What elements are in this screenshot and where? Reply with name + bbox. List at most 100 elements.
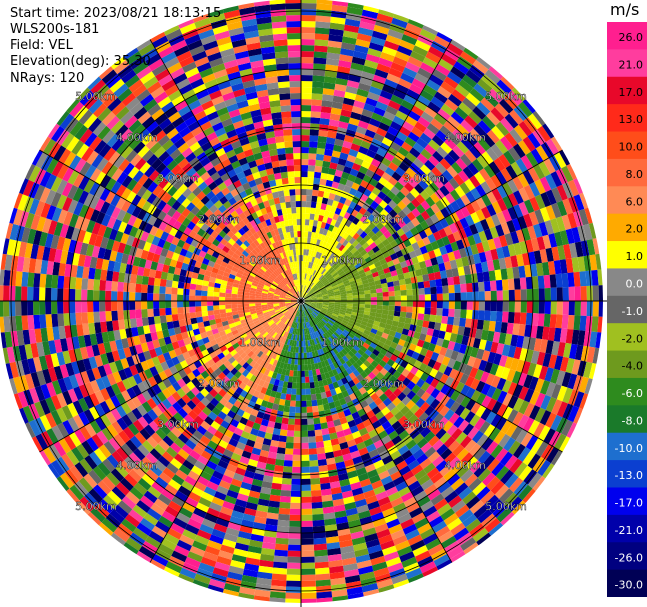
range-gate xyxy=(219,296,226,301)
range-gate xyxy=(301,382,306,389)
range-gate xyxy=(400,99,414,111)
range-gate xyxy=(478,251,487,263)
range-gate xyxy=(488,161,501,175)
range-gate xyxy=(207,310,215,316)
range-gate xyxy=(550,301,557,315)
range-gate xyxy=(306,280,310,287)
range-gate xyxy=(335,242,343,250)
range-gate xyxy=(361,108,374,119)
range-gate xyxy=(178,319,186,327)
range-gate xyxy=(292,448,301,455)
range-gate xyxy=(469,128,483,142)
range-gate xyxy=(554,231,564,247)
range-gate xyxy=(370,289,377,294)
range-gate xyxy=(21,315,29,331)
range-gate xyxy=(301,9,317,16)
range-gate xyxy=(301,484,311,491)
range-gate xyxy=(452,145,465,158)
range-gate xyxy=(308,249,312,257)
range-gate xyxy=(523,117,538,133)
range-gate xyxy=(308,289,313,295)
range-gate xyxy=(537,275,545,289)
range-gate xyxy=(323,235,330,243)
range-gate xyxy=(345,179,354,188)
range-gate xyxy=(369,285,377,291)
range-gate xyxy=(329,279,336,284)
range-gate xyxy=(404,277,412,285)
range-gate xyxy=(586,239,596,256)
range-gate xyxy=(415,223,424,233)
range-gate xyxy=(315,435,324,443)
range-gate xyxy=(39,287,46,301)
range-gate xyxy=(502,290,509,301)
range-gate xyxy=(329,28,344,37)
range-gate xyxy=(469,223,479,236)
range-gate xyxy=(316,298,323,301)
range-gate xyxy=(592,285,599,301)
range-gate xyxy=(347,123,358,132)
range-gate xyxy=(478,230,488,243)
range-gate xyxy=(153,301,160,309)
range-gate xyxy=(467,235,476,246)
range-gate xyxy=(397,176,409,187)
range-gate xyxy=(308,274,313,281)
range-gate xyxy=(305,267,309,274)
range-gate xyxy=(312,513,324,521)
range-gate xyxy=(317,190,325,198)
range-gate xyxy=(302,261,306,268)
range-gate xyxy=(293,442,301,449)
range-gate xyxy=(312,75,325,83)
range-gate xyxy=(384,131,396,142)
range-gate xyxy=(443,261,452,271)
range-gate xyxy=(550,218,560,234)
range-gate xyxy=(316,295,323,298)
range-gate xyxy=(568,301,575,316)
range-gate xyxy=(189,295,196,301)
range-gate xyxy=(289,400,296,407)
range-gate xyxy=(147,308,154,318)
range-gate xyxy=(273,555,288,563)
range-gate xyxy=(39,314,47,329)
range-gate xyxy=(453,61,470,75)
range-gate xyxy=(406,221,416,231)
range-gate xyxy=(311,501,323,509)
range-gate xyxy=(553,260,562,275)
range-gate xyxy=(135,317,143,327)
range-gate xyxy=(384,152,395,162)
range-gate xyxy=(297,358,301,365)
range-gate xyxy=(426,265,435,274)
range-gate xyxy=(301,159,309,166)
range-gate xyxy=(376,308,383,314)
range-gate xyxy=(309,282,314,289)
range-gate xyxy=(346,295,353,299)
range-gate xyxy=(518,201,529,216)
range-gate xyxy=(524,264,532,278)
range-gate xyxy=(301,39,315,46)
range-gate xyxy=(301,478,311,485)
range-gate xyxy=(388,226,397,236)
range-gate xyxy=(544,287,551,301)
range-gate xyxy=(346,272,353,278)
range-gate xyxy=(422,56,438,69)
range-gate xyxy=(322,302,329,304)
range-gate xyxy=(402,215,412,225)
range-gate xyxy=(438,58,454,72)
range-gate xyxy=(480,206,492,219)
range-gate xyxy=(341,246,348,254)
range-gate xyxy=(383,110,396,122)
range-gate xyxy=(375,283,382,290)
range-gate xyxy=(319,260,324,267)
range-gate xyxy=(514,301,521,313)
range-gate xyxy=(326,137,336,145)
range-gate xyxy=(331,101,343,110)
range-gate xyxy=(488,270,496,282)
range-gate xyxy=(367,213,376,223)
range-gate xyxy=(510,231,520,245)
range-gate xyxy=(529,182,541,197)
range-gate xyxy=(313,57,327,65)
range-gate xyxy=(317,141,327,149)
range-gate xyxy=(544,220,555,235)
range-gate xyxy=(561,272,569,288)
range-gate xyxy=(282,411,290,419)
range-gate xyxy=(301,400,307,407)
